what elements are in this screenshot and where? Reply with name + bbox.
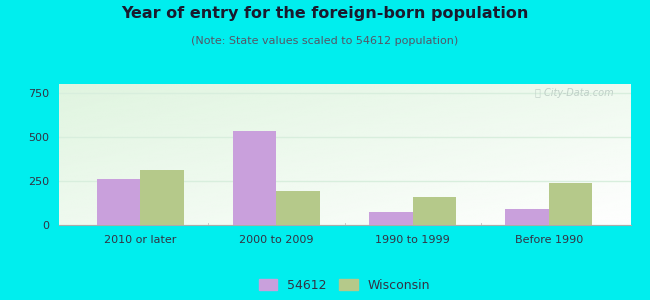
Bar: [369, 212, 413, 225]
Bar: [140, 170, 184, 225]
Bar: [549, 183, 592, 225]
Bar: [413, 197, 456, 225]
Bar: [233, 131, 276, 225]
Text: ⓘ City-Data.com: ⓘ City-Data.com: [535, 88, 614, 98]
Text: (Note: State values scaled to 54612 population): (Note: State values scaled to 54612 popu…: [191, 36, 459, 46]
Bar: [505, 209, 549, 225]
Bar: [276, 191, 320, 225]
Bar: [97, 179, 140, 225]
Legend: 54612, Wisconsin: 54612, Wisconsin: [259, 279, 430, 292]
Text: Year of entry for the foreign-born population: Year of entry for the foreign-born popul…: [122, 6, 528, 21]
